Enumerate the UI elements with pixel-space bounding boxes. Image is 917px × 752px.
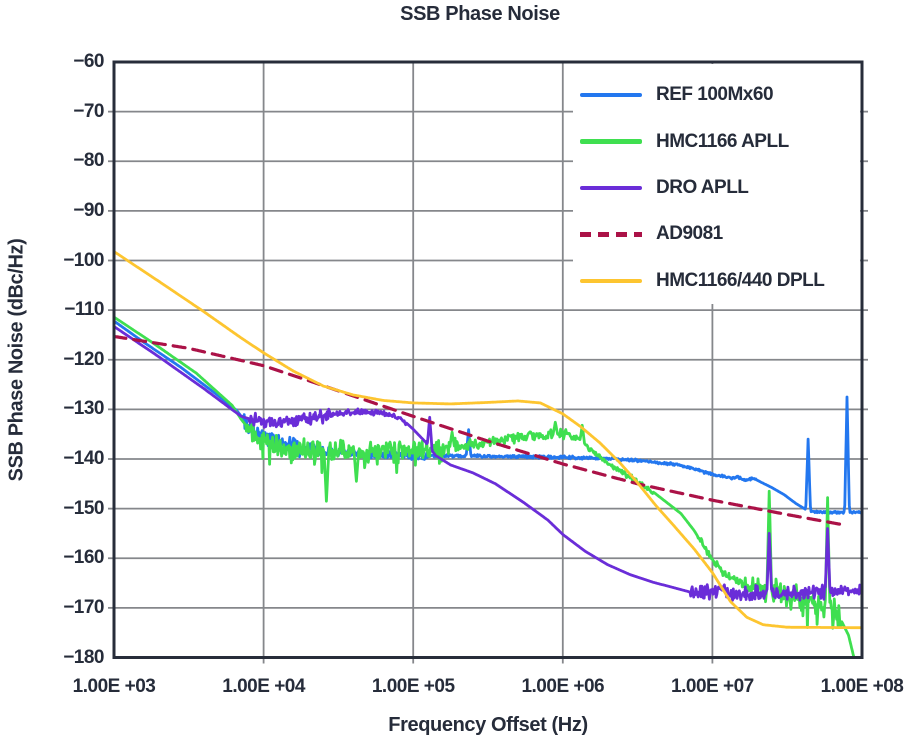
x-tick-label: 1.00E +07 — [671, 676, 754, 697]
series-dro-apll — [114, 325, 862, 602]
x-tick-label: 1.00E +06 — [521, 676, 605, 697]
x-axis-label: Frequency Offset (Hz) — [388, 714, 588, 736]
legend-item: DRO APLL — [573, 165, 860, 211]
series-ad9081 — [114, 334, 849, 528]
y-tick-label: −170 — [63, 596, 104, 618]
y-tick-label: −150 — [63, 497, 104, 519]
y-tick-label: −130 — [63, 398, 104, 420]
legend-label: HMC1166/440 DPLL — [656, 269, 825, 291]
series-ref-100mx60 — [114, 319, 862, 515]
legend-swatch — [580, 139, 642, 144]
legend-swatch — [580, 278, 642, 283]
legend-item: HMC1166 APLL — [573, 118, 860, 164]
y-tick-label: −90 — [73, 199, 104, 221]
series-hmc1166-440-dpll — [114, 250, 862, 630]
legend-item: REF 100Mx60 — [573, 72, 860, 118]
legend-item: AD9081 — [573, 211, 860, 257]
y-tick-label: −180 — [63, 646, 104, 668]
legend-label: AD9081 — [656, 223, 723, 245]
y-tick-label: −160 — [63, 547, 104, 569]
legend-swatch — [580, 92, 642, 98]
legend-swatch — [580, 185, 642, 191]
y-axis-label: SSB Phase Noise (dBc/Hz) — [5, 238, 28, 482]
legend-item: HMC1166/440 DPLL — [573, 258, 860, 304]
legend-swatch — [580, 232, 642, 237]
legend-label: REF 100Mx60 — [656, 84, 774, 106]
legend-label: HMC1166 APLL — [656, 130, 789, 152]
chart-title: SSB Phase Noise — [400, 3, 560, 25]
x-tick-label: 1.00E +08 — [820, 676, 904, 697]
y-tick-label: −70 — [73, 100, 104, 122]
y-tick-label: −80 — [73, 150, 104, 172]
y-tick-label: −110 — [64, 299, 104, 321]
x-tick-label: 1.00E +03 — [72, 676, 156, 697]
x-tick-label: 1.00E +04 — [222, 676, 305, 697]
y-tick-label: −100 — [63, 249, 104, 271]
y-tick-label: −120 — [63, 348, 104, 370]
y-tick-label: −140 — [63, 448, 104, 469]
y-tick-label: −60 — [73, 51, 104, 72]
x-tick-label: 1.00E +05 — [371, 676, 455, 697]
legend-label: DRO APLL — [656, 176, 749, 198]
chart-legend: REF 100Mx60 HMC1166 APLL DRO APLL AD9081 HMC… — [573, 64, 860, 304]
